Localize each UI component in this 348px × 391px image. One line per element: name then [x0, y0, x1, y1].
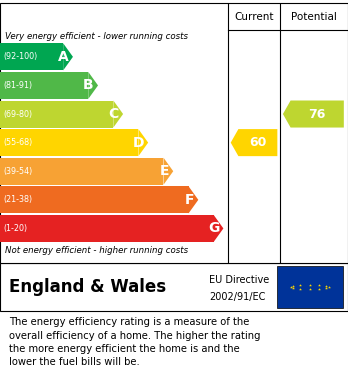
Polygon shape	[63, 43, 73, 70]
Bar	[0, 186, 189, 213]
Text: (21-38): (21-38)	[3, 196, 33, 204]
Text: 76: 76	[309, 108, 326, 120]
Text: F: F	[185, 193, 194, 207]
Text: Potential: Potential	[291, 11, 337, 22]
Bar	[0, 100, 113, 127]
Text: B: B	[83, 79, 94, 92]
Bar	[277, 266, 343, 308]
Text: (92-100): (92-100)	[3, 52, 38, 61]
Text: (69-80): (69-80)	[3, 109, 33, 118]
Text: 2002/91/EC: 2002/91/EC	[209, 292, 265, 301]
Text: E: E	[160, 164, 169, 178]
Text: EU Directive: EU Directive	[209, 275, 269, 285]
Bar	[0, 72, 88, 99]
Text: C: C	[109, 107, 119, 121]
Bar	[0, 158, 164, 185]
Polygon shape	[139, 129, 148, 156]
Text: Current: Current	[234, 11, 274, 22]
Text: Not energy efficient - higher running costs: Not energy efficient - higher running co…	[5, 246, 188, 255]
Text: D: D	[133, 136, 144, 150]
Polygon shape	[214, 215, 223, 242]
Text: England & Wales: England & Wales	[9, 278, 166, 296]
Text: (55-68): (55-68)	[3, 138, 33, 147]
Text: (39-54): (39-54)	[3, 167, 33, 176]
Bar	[0, 43, 63, 70]
Polygon shape	[283, 100, 344, 127]
Text: Very energy efficient - lower running costs: Very energy efficient - lower running co…	[5, 32, 188, 41]
Polygon shape	[189, 186, 198, 213]
Polygon shape	[231, 129, 277, 156]
Text: 60: 60	[249, 136, 267, 149]
Text: The energy efficiency rating is a measure of the
overall efficiency of a home. T: The energy efficiency rating is a measur…	[9, 317, 260, 367]
Bar	[0, 215, 214, 242]
Bar	[0, 129, 139, 156]
Polygon shape	[113, 100, 123, 127]
Text: G: G	[208, 221, 219, 235]
Text: (1-20): (1-20)	[3, 224, 27, 233]
Polygon shape	[88, 72, 98, 99]
Polygon shape	[164, 158, 173, 185]
Text: (81-91): (81-91)	[3, 81, 33, 90]
Text: A: A	[58, 50, 69, 64]
